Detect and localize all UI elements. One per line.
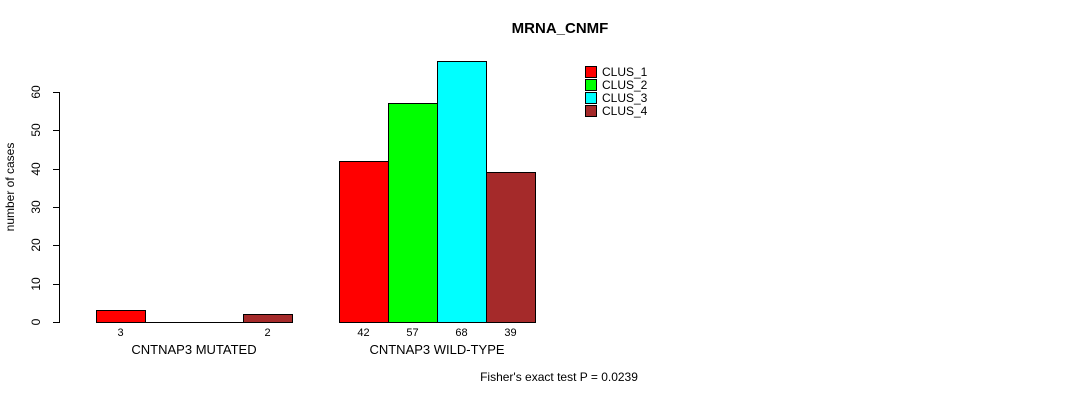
y-axis-tick [53,207,59,208]
y-axis-tick [53,284,59,285]
legend-entry: CLUS_2 [585,77,648,92]
y-axis-tick-label: 0 [29,318,43,326]
y-axis-tick [53,245,59,246]
y-axis-tick [53,92,59,93]
legend-entry: CLUS_3 [585,90,648,105]
bar-value-label: 3 [117,327,124,339]
bar-value-label: 42 [357,327,370,339]
legend-entry-label: CLUS_1 [602,64,648,79]
bar [243,314,293,323]
legend-color-swatch [585,65,597,78]
y-axis-tick-label: 30 [29,200,43,214]
bar [437,61,487,323]
bar [339,161,389,323]
y-axis-tick-label: 20 [29,238,43,252]
y-axis-tick [53,130,59,131]
legend-entry: CLUS_4 [585,103,648,118]
legend: CLUS_1 CLUS_2 CLUS_3 CLUS_4 [585,64,648,118]
x-category-label: CNTNAP3 WILD-TYPE [369,342,505,357]
y-axis-tick-label: 50 [29,123,43,137]
y-axis-tick-label: 10 [29,277,43,291]
y-axis-label: number of cases [3,142,17,232]
bar [486,172,536,323]
y-axis-tick-label: 40 [29,162,43,176]
zero-bar-line [145,322,195,323]
x-category-label: CNTNAP3 MUTATED [131,342,257,357]
legend-entry-label: CLUS_2 [602,77,648,92]
chart-title: MRNA_CNMF [511,20,609,37]
y-axis-tick [53,322,59,323]
legend-color-swatch [585,91,597,104]
legend-color-swatch [585,104,597,117]
legend-color-swatch [585,78,597,91]
bar-value-label: 68 [455,327,468,339]
bar [96,310,146,323]
y-axis-line [59,92,60,323]
zero-bar-line [194,322,244,323]
legend-entry-label: CLUS_3 [602,90,648,105]
bar [388,103,438,323]
bar-value-label: 39 [504,327,517,339]
legend-entry: CLUS_1 [585,64,648,79]
annotation-text: Fisher's exact test P = 0.0239 [480,370,638,384]
y-axis-tick-label: 60 [29,85,43,99]
bar-value-label: 2 [264,327,271,339]
legend-entry-label: CLUS_4 [602,103,648,118]
y-axis-tick [53,169,59,170]
bar-value-label: 57 [406,327,419,339]
